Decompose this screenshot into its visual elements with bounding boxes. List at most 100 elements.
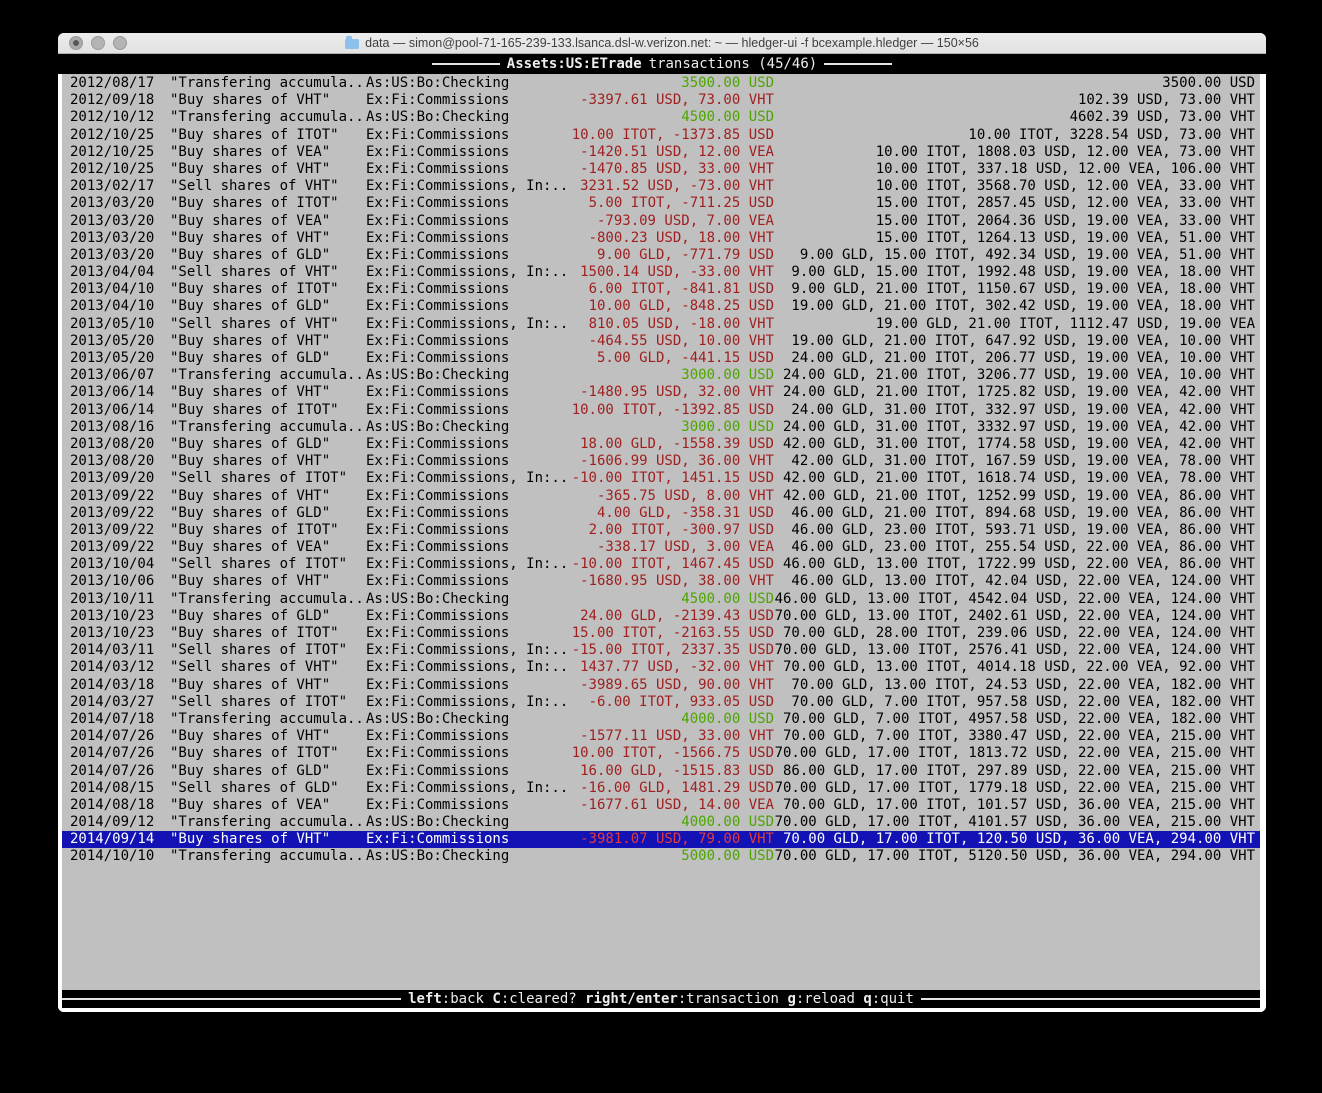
zoom-button-icon[interactable] [113, 36, 127, 50]
transaction-row[interactable]: 2013/03/20 "Buy shares of GLD" Ex:Fi:Commi… [62, 247, 1260, 264]
cell-chg: 16.00 GLD, -1515.83 USD [580, 762, 774, 779]
transaction-row[interactable]: 2013/03/20 "Buy shares of VEA" Ex:Fi:Commi… [62, 213, 1260, 230]
transaction-row-selected[interactable]: 2014/09/14 "Buy shares of VHT" Ex:Fi:Commi… [62, 831, 1260, 849]
transaction-row[interactable]: 2014/03/27 "Sell shares of ITOT" Ex:Fi:Com… [62, 694, 1260, 711]
transaction-row[interactable]: 2013/03/20 "Buy shares of VHT" Ex:Fi:Commi… [62, 230, 1260, 247]
transaction-row[interactable]: 2012/10/25 "Buy shares of VEA" Ex:Fi:Commi… [62, 144, 1260, 161]
transaction-row[interactable]: 2013/10/11 "Transfering accumula.. As:US:B… [62, 591, 1260, 608]
cell-desc: "Transfering accumula.. [170, 367, 364, 384]
cell-bal: 42.00 GLD, 31.00 ITOT, 1774.58 USD, 19.0… [782, 435, 1255, 452]
transaction-row[interactable]: 2013/09/22 "Buy shares of VHT" Ex:Fi:Commi… [62, 488, 1260, 505]
transaction-row[interactable]: 2012/10/25 "Buy shares of VHT" Ex:Fi:Commi… [62, 161, 1260, 178]
cell-desc: "Buy shares of ITOT" [170, 195, 339, 212]
cell-chg: 3000.00 USD [681, 418, 774, 435]
cell-desc: "Buy shares of ITOT" [170, 401, 339, 418]
cell-desc: "Buy shares of ITOT" [170, 126, 339, 143]
cell-chg: 4.00 GLD, -358.31 USD [596, 504, 774, 521]
transaction-row[interactable]: 2013/06/14 "Buy shares of VHT" Ex:Fi:Commi… [62, 384, 1260, 401]
keybar-hints: left:back C:cleared? right/enter:transac… [401, 991, 921, 1007]
cell-desc: "Transfering accumula.. [170, 848, 364, 865]
cell-desc: "Sell shares of VHT" [170, 264, 339, 281]
cell-bal: 46.00 GLD, 23.00 ITOT, 593.71 USD, 19.00… [791, 521, 1255, 538]
cell-acct: Ex:Fi:Commissions, In:.. [366, 315, 569, 332]
transaction-row[interactable]: 2013/10/23 "Buy shares of ITOT" Ex:Fi:Comm… [62, 625, 1260, 642]
cell-date: 2014/08/18 [70, 796, 155, 813]
cell-chg: -1677.61 USD, 14.00 VEA [580, 796, 774, 813]
transaction-row[interactable]: 2014/08/15 "Sell shares of GLD" Ex:Fi:Comm… [62, 780, 1260, 797]
cell-date: 2013/09/22 [70, 487, 155, 504]
cell-date: 2013/10/23 [70, 607, 155, 624]
transaction-row[interactable]: 2013/05/10 "Sell shares of VHT" Ex:Fi:Comm… [62, 316, 1260, 333]
cell-desc: "Buy shares of VHT" [170, 487, 331, 504]
cell-desc: "Buy shares of ITOT" [170, 521, 339, 538]
transaction-row[interactable]: 2014/07/26 "Buy shares of GLD" Ex:Fi:Commi… [62, 763, 1260, 780]
transaction-row[interactable]: 2013/08/20 "Buy shares of GLD" Ex:Fi:Commi… [62, 436, 1260, 453]
transaction-row[interactable]: 2014/09/12 "Transfering accumula.. As:US:B… [62, 814, 1260, 831]
cell-date: 2013/09/22 [70, 539, 155, 556]
transaction-row[interactable]: 2013/09/22 "Buy shares of ITOT" Ex:Fi:Comm… [62, 522, 1260, 539]
transaction-row[interactable]: 2013/10/06 "Buy shares of VHT" Ex:Fi:Commi… [62, 573, 1260, 590]
cell-date: 2012/08/17 [70, 75, 155, 91]
topbar-rule-right [824, 63, 893, 65]
transaction-row[interactable]: 2013/02/17 "Sell shares of VHT" Ex:Fi:Comm… [62, 178, 1260, 195]
cell-chg: 18.00 GLD, -1558.39 USD [580, 435, 774, 452]
transaction-row[interactable]: 2014/08/18 "Buy shares of VEA" Ex:Fi:Commi… [62, 797, 1260, 814]
transaction-row[interactable]: 2013/04/10 "Buy shares of GLD" Ex:Fi:Commi… [62, 298, 1260, 315]
transaction-row[interactable]: 2013/03/20 "Buy shares of ITOT" Ex:Fi:Comm… [62, 195, 1260, 212]
transaction-row[interactable]: 2013/08/16 "Transfering accumula.. As:US:B… [62, 419, 1260, 436]
transaction-row[interactable]: 2013/10/23 "Buy shares of GLD" Ex:Fi:Commi… [62, 608, 1260, 625]
cell-date: 2013/10/06 [70, 573, 155, 590]
cell-date: 2013/02/17 [70, 178, 155, 195]
window-title: data — simon@pool-71-165-239-133.lsanca.… [365, 36, 979, 50]
cell-date: 2014/03/27 [70, 693, 155, 710]
cell-acct: Ex:Fi:Commissions [366, 745, 510, 762]
cell-desc: "Buy shares of GLD" [170, 504, 331, 521]
cell-chg: 4000.00 USD [681, 814, 774, 831]
cell-chg: -15.00 ITOT, 2337.35 USD [571, 642, 774, 659]
keybar-key: q [863, 991, 872, 1007]
transaction-row[interactable]: 2012/08/17 "Transfering accumula.. As:US:B… [62, 75, 1260, 92]
transaction-row[interactable]: 2013/09/22 "Buy shares of GLD" Ex:Fi:Commi… [62, 505, 1260, 522]
keybar-key: left [408, 991, 442, 1007]
cell-date: 2012/10/25 [70, 143, 155, 160]
transaction-row[interactable]: 2012/10/12 "Transfering accumula.. As:US:B… [62, 109, 1260, 126]
cell-desc: "Buy shares of GLD" [170, 762, 331, 779]
window-titlebar[interactable]: data — simon@pool-71-165-239-133.lsanca.… [58, 33, 1266, 54]
transaction-row[interactable]: 2013/09/22 "Buy shares of VEA" Ex:Fi:Commi… [62, 539, 1260, 556]
cell-bal: 9.00 GLD, 21.00 ITOT, 1150.67 USD, 19.00… [791, 281, 1255, 298]
cell-bal: 46.00 GLD, 23.00 ITOT, 255.54 USD, 22.00… [791, 539, 1255, 556]
transaction-row[interactable]: 2014/03/11 "Sell shares of ITOT" Ex:Fi:Com… [62, 642, 1260, 659]
transaction-row[interactable]: 2013/06/07 "Transfering accumula.. As:US:B… [62, 367, 1260, 384]
transaction-row[interactable]: 2013/05/20 "Buy shares of GLD" Ex:Fi:Commi… [62, 350, 1260, 367]
cell-bal: 24.00 GLD, 31.00 ITOT, 3332.97 USD, 19.0… [782, 418, 1255, 435]
transaction-row[interactable]: 2013/08/20 "Buy shares of VHT" Ex:Fi:Commi… [62, 453, 1260, 470]
transaction-row[interactable]: 2013/05/20 "Buy shares of VHT" Ex:Fi:Commi… [62, 333, 1260, 350]
cell-date: 2013/04/10 [70, 298, 155, 315]
transaction-row[interactable]: 2013/06/14 "Buy shares of ITOT" Ex:Fi:Comm… [62, 402, 1260, 419]
minimize-button-icon[interactable] [91, 36, 105, 50]
transaction-row[interactable]: 2013/04/04 "Sell shares of VHT" Ex:Fi:Comm… [62, 264, 1260, 281]
transaction-row[interactable]: 2014/03/12 "Sell shares of VHT" Ex:Fi:Comm… [62, 659, 1260, 676]
cell-chg: -10.00 ITOT, 1467.45 USD [571, 556, 774, 573]
cell-acct: Ex:Fi:Commissions [366, 435, 510, 452]
cell-bal: 70.00 GLD, 7.00 ITOT, 957.58 USD, 22.00 … [791, 693, 1255, 710]
transaction-row[interactable]: 2013/10/04 "Sell shares of ITOT" Ex:Fi:Com… [62, 556, 1260, 573]
transaction-row[interactable]: 2014/03/18 "Buy shares of VHT" Ex:Fi:Commi… [62, 677, 1260, 694]
cell-chg: 24.00 GLD, -2139.43 USD [580, 607, 774, 624]
cell-bal: 42.00 GLD, 21.00 ITOT, 1252.99 USD, 19.0… [782, 487, 1255, 504]
cell-bal: 70.00 GLD, 17.00 ITOT, 101.57 USD, 36.00… [782, 796, 1255, 813]
cell-desc: "Buy shares of VEA" [170, 796, 331, 813]
transaction-row[interactable]: 2013/04/10 "Buy shares of ITOT" Ex:Fi:Comm… [62, 281, 1260, 298]
transaction-row[interactable]: 2014/07/18 "Transfering accumula.. As:US:B… [62, 711, 1260, 728]
transaction-row[interactable]: 2012/10/25 "Buy shares of ITOT" Ex:Fi:Comm… [62, 127, 1260, 144]
cell-desc: "Buy shares of GLD" [170, 246, 331, 263]
transaction-row[interactable]: 2014/07/26 "Buy shares of VHT" Ex:Fi:Commi… [62, 728, 1260, 745]
cell-acct: Ex:Fi:Commissions, In:.. [366, 178, 569, 195]
keybar-key: right/enter [585, 991, 678, 1007]
transaction-row[interactable]: 2014/10/10 "Transfering accumula.. As:US:B… [62, 848, 1260, 865]
cell-bal: 4602.39 USD, 73.00 VHT [1069, 109, 1255, 126]
transaction-row[interactable]: 2013/09/20 "Sell shares of ITOT" Ex:Fi:Com… [62, 470, 1260, 487]
transaction-row[interactable]: 2014/07/26 "Buy shares of ITOT" Ex:Fi:Comm… [62, 745, 1260, 762]
close-button-icon[interactable] [69, 36, 83, 50]
transaction-row[interactable]: 2012/09/18 "Buy shares of VHT" Ex:Fi:Commi… [62, 92, 1260, 109]
